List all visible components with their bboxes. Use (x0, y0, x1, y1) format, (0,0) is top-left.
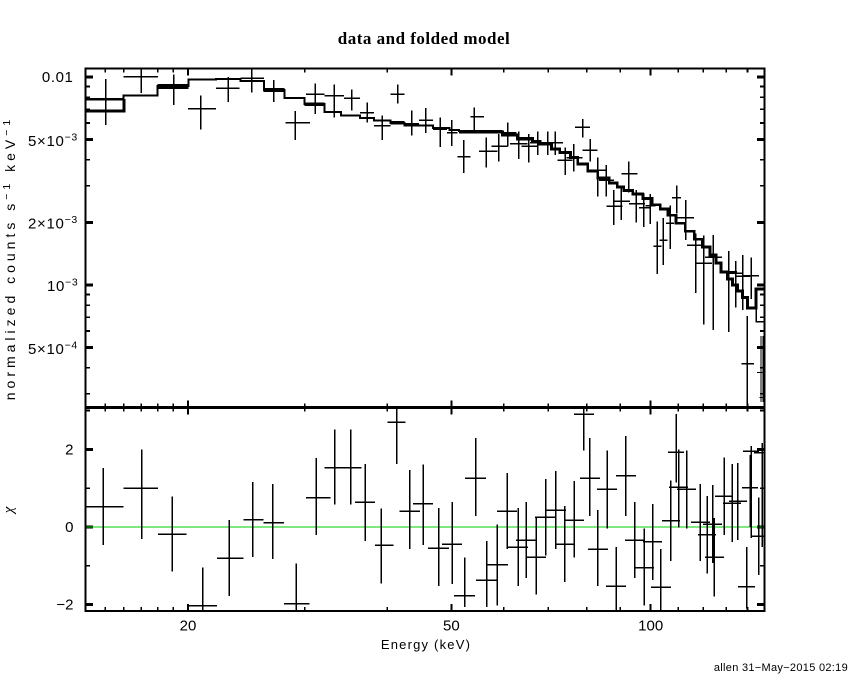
svg-text:χ: χ (1, 506, 17, 515)
svg-text:−2: −2 (56, 597, 73, 614)
svg-text:100: 100 (638, 618, 663, 635)
svg-text:20: 20 (180, 618, 197, 635)
svg-text:0.01: 0.01 (42, 69, 74, 86)
svg-text:normalized counts s−1 keV−1: normalized counts s−1 keV−1 (1, 116, 18, 401)
svg-text:Energy (keV): Energy (keV) (381, 637, 471, 652)
svg-text:2: 2 (65, 441, 73, 458)
svg-text:0: 0 (65, 519, 73, 536)
svg-text:50: 50 (443, 618, 460, 635)
svg-text:allen 31−May−2015 02:19: allen 31−May−2015 02:19 (714, 662, 848, 674)
svg-text:data and folded model: data and folded model (338, 29, 511, 48)
